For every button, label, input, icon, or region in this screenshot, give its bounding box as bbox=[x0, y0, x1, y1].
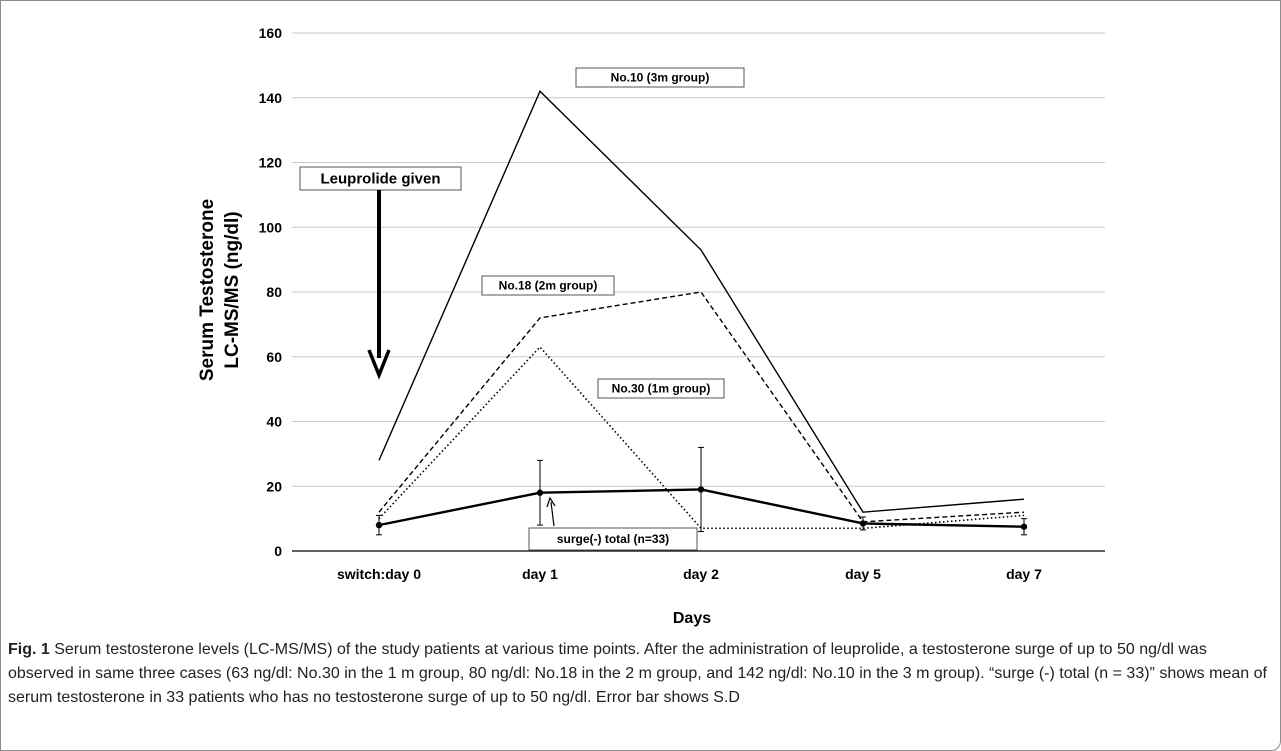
label-no10-text: No.10 (3m group) bbox=[611, 71, 710, 85]
y-tick-label-40: 40 bbox=[266, 414, 282, 430]
surge-pointer-head bbox=[546, 496, 556, 508]
grid bbox=[292, 32, 1105, 487]
label-no18-box bbox=[481, 275, 615, 296]
y-axis-label-line-1: Serum Testosterone bbox=[197, 199, 218, 381]
series-line-0 bbox=[378, 90, 1025, 513]
y-tick-label-140: 140 bbox=[259, 90, 283, 106]
label-no30-text: No.30 (1m group) bbox=[612, 382, 711, 396]
x-tick-label-2: day 2 bbox=[683, 566, 719, 582]
label-leuprolide-text: Leuprolide given bbox=[320, 171, 440, 188]
caption-figure-label: Fig. 1 bbox=[8, 641, 50, 658]
series-line-1 bbox=[378, 291, 1025, 523]
y-tick-label-100: 100 bbox=[259, 219, 283, 235]
y-tick-label-60: 60 bbox=[266, 349, 282, 365]
x-tick-label-1: day 1 bbox=[522, 566, 558, 582]
label-no10-box bbox=[575, 67, 745, 88]
series bbox=[375, 90, 1028, 536]
x-tick-label-3: day 5 bbox=[845, 566, 881, 582]
chart: 0 20 40 60 80 100 120 140 160 switch:day 0 day 1 d… bbox=[197, 25, 1105, 627]
annotations: No.10 (3m group) No.18 (2m group) No.30 (1… bbox=[299, 67, 745, 551]
data-point-3-0 bbox=[375, 521, 383, 529]
y-axis-label-line-2: LC-MS/MS (ng/dl) bbox=[222, 211, 243, 368]
caption-text: Serum testosterone levels (LC-MS/MS) of … bbox=[8, 641, 1267, 706]
data-point-3-3 bbox=[859, 520, 867, 527]
data-point-3-2 bbox=[697, 486, 705, 493]
data-point-3-1 bbox=[536, 489, 544, 496]
y-tick-label-20: 20 bbox=[266, 478, 282, 494]
surge-pointer-shaft bbox=[550, 501, 555, 527]
y-tick-label-120: 120 bbox=[259, 155, 283, 171]
x-tick-labels: switch:day 0 day 1 day 2 day 5 day 7 bbox=[337, 566, 1042, 582]
figure-caption: Fig. 1 Serum testosterone levels (LC-MS/… bbox=[8, 638, 1270, 710]
label-surge-total-box bbox=[528, 527, 698, 551]
label-no30-box bbox=[597, 378, 725, 399]
label-no18-text: No.18 (2m group) bbox=[499, 279, 598, 293]
y-tick-label-0: 0 bbox=[274, 543, 282, 559]
y-tick-label-160: 160 bbox=[259, 25, 283, 41]
series-line-2 bbox=[378, 345, 1025, 530]
label-surge-total-text: surge(-) total (n=33) bbox=[557, 532, 669, 546]
data-point-3-4 bbox=[1020, 523, 1028, 530]
leuprolide-arrow-head bbox=[367, 349, 391, 380]
x-tick-label-0: switch:day 0 bbox=[337, 566, 421, 582]
y-tick-label-80: 80 bbox=[266, 284, 282, 300]
x-axis-label: Days bbox=[673, 610, 711, 627]
x-tick-label-4: day 7 bbox=[1006, 566, 1042, 582]
y-tick-labels: 0 20 40 60 80 100 120 140 160 bbox=[259, 25, 283, 559]
